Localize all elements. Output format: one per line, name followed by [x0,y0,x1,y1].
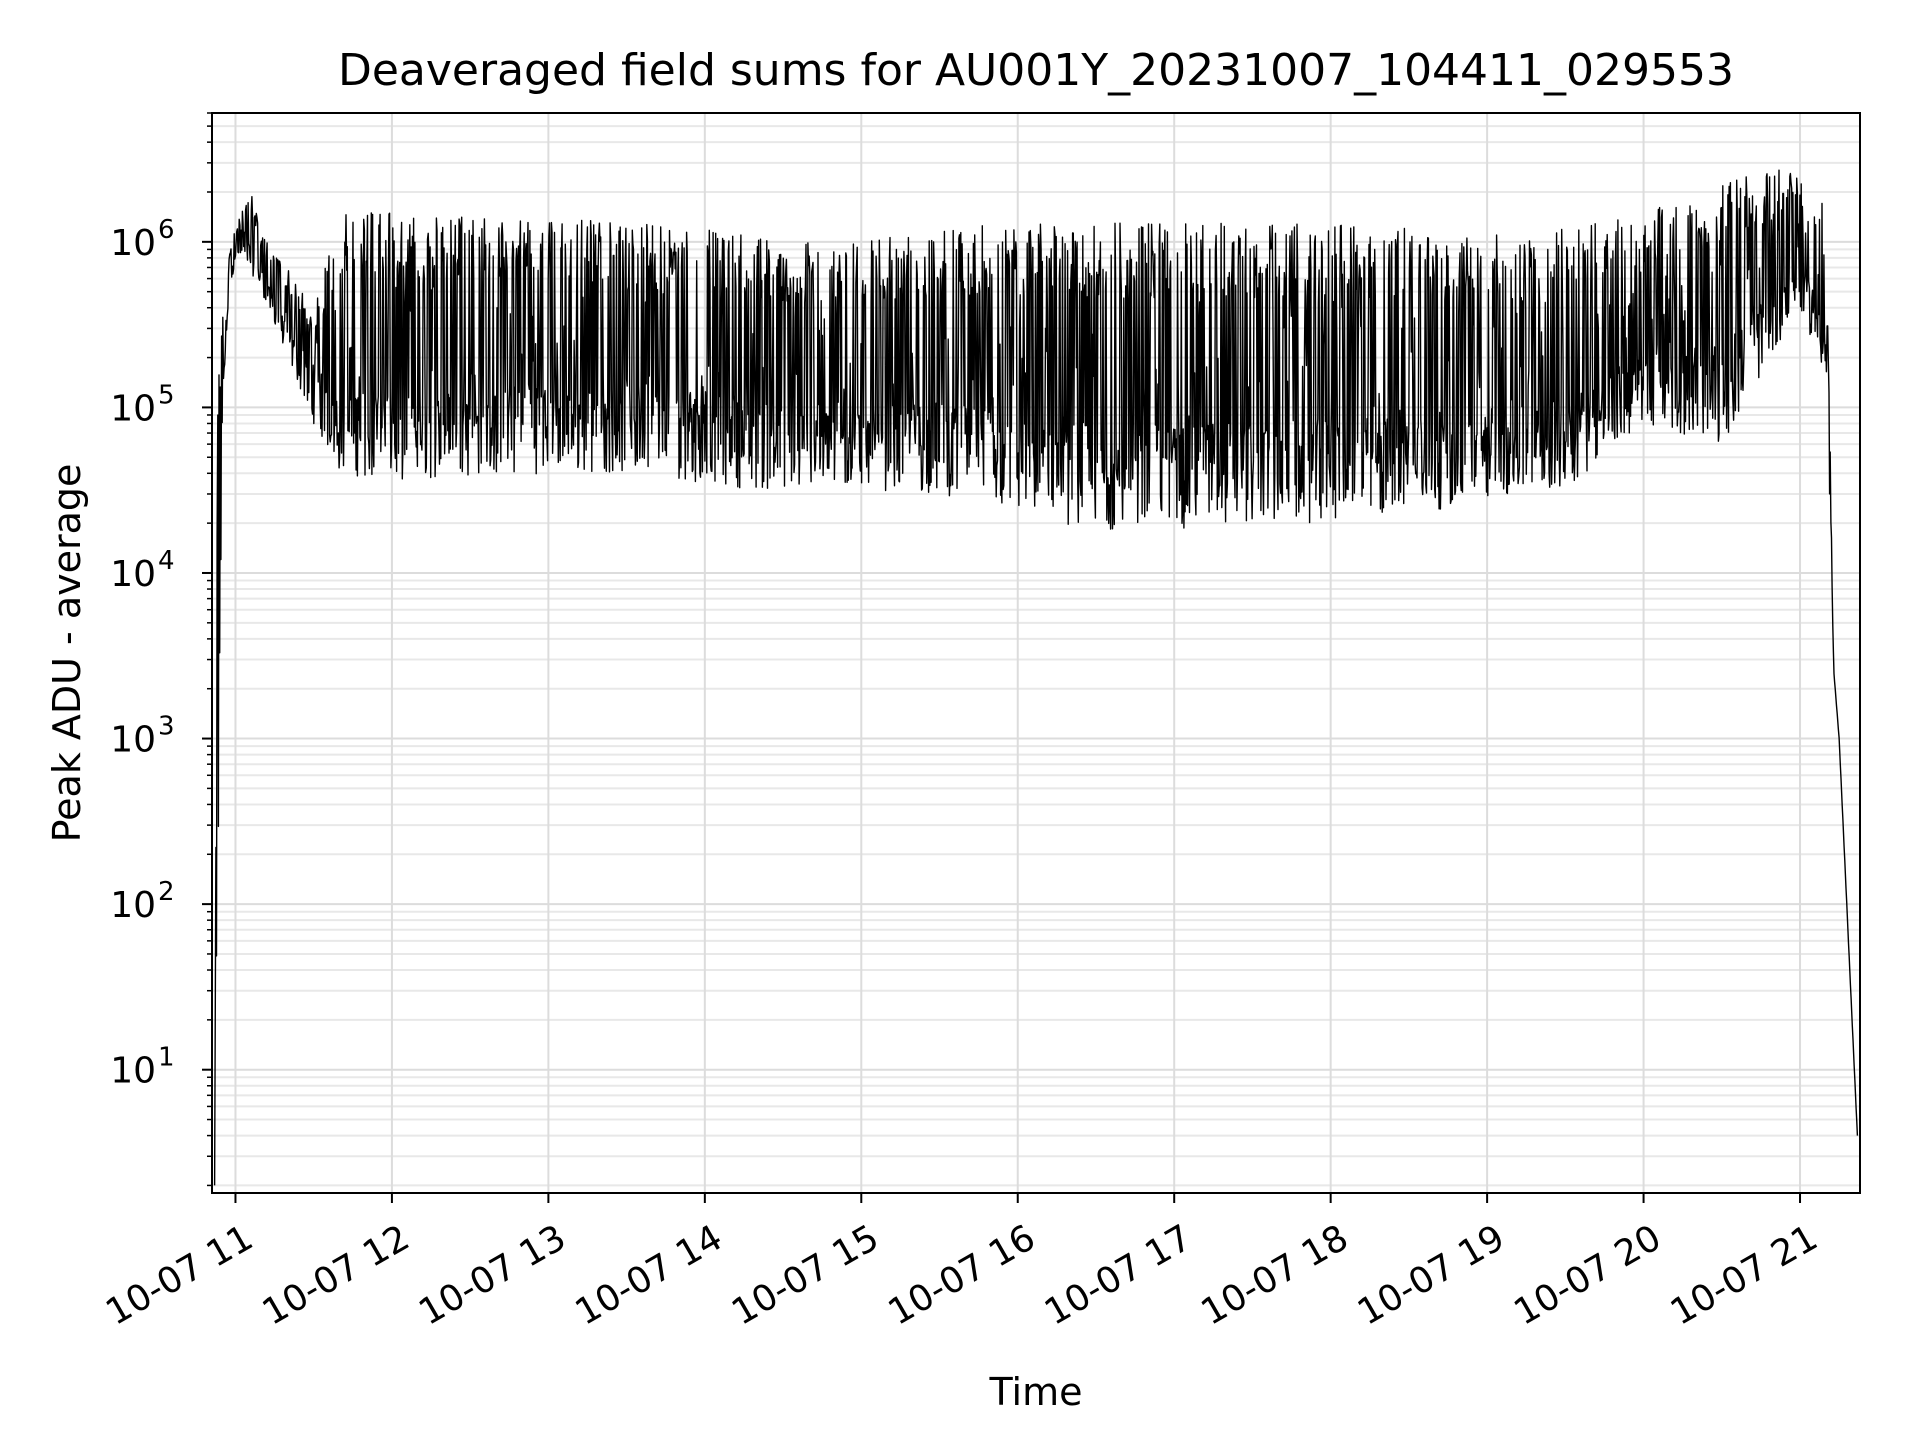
y-tick-label-base: 10 [110,885,156,926]
y-tick-label-base: 10 [110,720,156,761]
y-tick-label-base: 10 [110,223,156,264]
y-tick-label: 10 [110,1051,156,1092]
y-tick-label-base: 10 [110,554,156,595]
y-tick-label: 10 [110,554,156,595]
series-line [213,169,1859,1186]
series-layer [213,169,1859,1186]
y-tick-label-base: 10 [110,1051,156,1092]
y-tick-label: 10 [110,885,156,926]
y-tick-label-exponent: 3 [158,712,175,742]
y-tick-label: 10 [110,720,156,761]
y-tick-label-base: 10 [110,388,156,429]
y-tick-label-exponent: 5 [158,380,175,410]
plot-frame [211,112,1861,1194]
y-axis-label: Peak ADU - average [45,464,89,843]
x-axis-label: Time [989,1370,1083,1414]
y-tick-label-exponent: 4 [158,546,175,576]
y-tick-label-exponent: 1 [158,1043,175,1073]
y-tick-label: 10 [110,388,156,429]
y-tick-label: 10 [110,223,156,264]
y-tick-label-exponent: 2 [158,877,175,907]
y-tick-label-exponent: 6 [158,215,175,245]
chart-title: Deaveraged field sums for AU001Y_2023100… [338,45,1734,96]
